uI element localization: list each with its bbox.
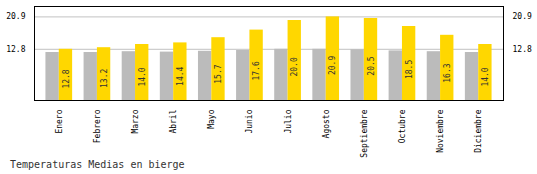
svg-text:Abril: Abril [169,109,178,133]
svg-text:Noviembre: Noviembre [436,109,445,153]
svg-text:Octubre: Octubre [398,109,407,143]
svg-text:12.8: 12.8 [62,69,71,88]
svg-text:20.9: 20.9 [513,12,532,21]
svg-text:14.0: 14.0 [138,67,147,86]
svg-text:20.9: 20.9 [328,56,337,75]
svg-text:Febrero: Febrero [93,109,102,143]
svg-text:Mayo: Mayo [207,109,216,128]
svg-text:Diciembre: Diciembre [474,109,483,153]
svg-text:12.8: 12.8 [513,45,532,54]
svg-text:18.5: 18.5 [405,60,414,79]
svg-text:Septiembre: Septiembre [360,109,369,157]
svg-text:15.7: 15.7 [214,64,223,83]
svg-text:Julio: Julio [284,109,293,133]
svg-text:Agosto: Agosto [322,109,331,138]
svg-text:20.0: 20.0 [290,57,299,76]
svg-text:14.4: 14.4 [176,66,185,85]
svg-text:20.5: 20.5 [367,56,376,75]
svg-text:Marzo: Marzo [131,109,140,133]
svg-text:14.0: 14.0 [481,67,490,86]
svg-text:Enero: Enero [55,109,64,133]
svg-text:Junio: Junio [245,109,254,133]
svg-text:12.8: 12.8 [6,45,25,54]
svg-text:20.9: 20.9 [6,12,25,21]
svg-text:17.6: 17.6 [252,61,261,80]
svg-text:13.2: 13.2 [100,69,109,88]
svg-text:16.3: 16.3 [443,63,452,82]
html-text:Temperaturas Medias en bierge: Temperaturas Medias en bierge [10,159,185,170]
